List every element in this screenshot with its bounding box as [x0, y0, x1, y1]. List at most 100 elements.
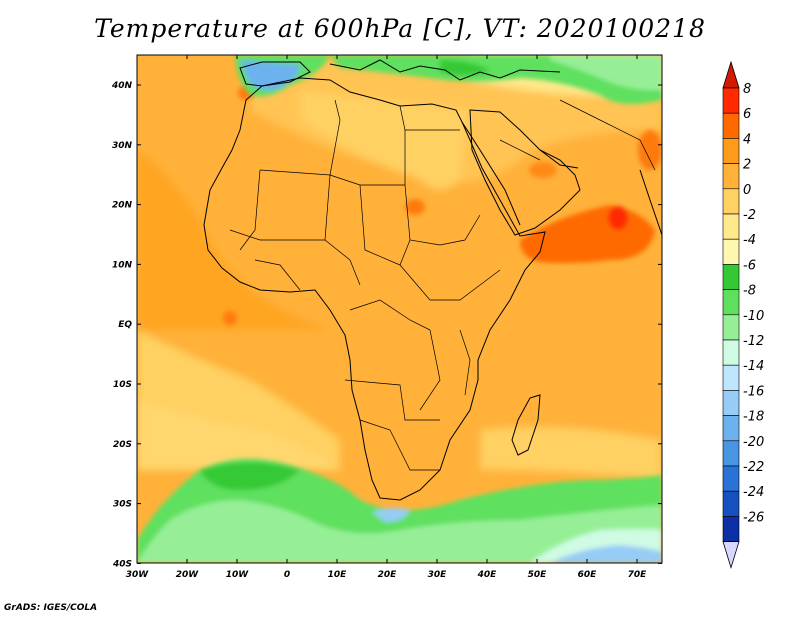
latitude-label: 20S — [113, 440, 132, 450]
border — [344, 379, 440, 421]
border — [239, 169, 261, 251]
colorbar-label: -20 — [743, 435, 764, 450]
longitude-label: 20E — [378, 570, 398, 580]
colorbar-label: 6 — [743, 107, 751, 122]
colorbar-label: -12 — [743, 334, 764, 349]
border — [404, 184, 481, 246]
southern-indian-coldest-patch — [550, 545, 662, 563]
longitude-label: 20W — [176, 570, 200, 580]
country-borders — [229, 99, 656, 471]
longitude-label: 10W — [226, 570, 250, 580]
border — [254, 259, 301, 291]
colorbar-segment — [722, 364, 740, 391]
longitude-label: 70E — [628, 570, 648, 580]
south-atlantic-cool-band — [137, 330, 340, 470]
border — [259, 99, 341, 176]
colorbar — [722, 60, 740, 569]
caspian-cold-area — [550, 55, 662, 91]
colorbar-segment — [722, 213, 740, 240]
colorbar-segment — [722, 87, 740, 114]
sudan-hot-spot — [405, 199, 425, 215]
temperature-field — [137, 55, 662, 563]
colorbar-segment — [722, 238, 740, 265]
red-sea-coastline — [461, 121, 521, 226]
longitude-label: 10E — [328, 570, 348, 580]
colorbar-label: -4 — [743, 233, 756, 248]
longitude-label: 40E — [477, 570, 498, 580]
madagascar-coastline — [511, 394, 541, 456]
colorbar-top-triangle — [722, 60, 740, 89]
indian-ocean-cool-band — [480, 426, 662, 480]
colorbar-segment — [722, 112, 740, 139]
colorbar-segment — [722, 138, 740, 164]
latitude-label: 30S — [113, 500, 132, 510]
colorbar-segment — [722, 415, 740, 442]
south-atlantic-cold-patch — [200, 462, 300, 490]
border — [359, 184, 411, 266]
border — [399, 264, 501, 301]
colorbar-segment — [722, 390, 740, 416]
colorbar-label: -6 — [743, 258, 756, 273]
latitude-label: 10S — [113, 380, 132, 390]
atlantic-warm-band — [137, 150, 330, 330]
aegean-cold-area — [440, 60, 490, 76]
colorbar-label: 2 — [743, 158, 751, 173]
persian-gulf-coastline — [539, 149, 579, 169]
border — [324, 174, 361, 286]
colorbar-label: -10 — [743, 309, 764, 324]
colorbar-segment — [722, 339, 740, 366]
colorbar-label: 0 — [743, 183, 751, 198]
longitude-label: 30W — [126, 570, 150, 580]
south-atlantic-band — [137, 400, 340, 470]
colorbar-segment — [722, 188, 740, 215]
longitude-label: 30E — [428, 570, 448, 580]
gulf-of-guinea-hot-spot — [223, 311, 237, 325]
india-coastline — [639, 169, 662, 236]
latitude-label: 40S — [112, 559, 132, 569]
plot-frame — [136, 54, 663, 564]
colorbar-label: -2 — [743, 208, 756, 223]
border — [499, 139, 541, 161]
southern-ocean-colder-area — [137, 500, 662, 563]
colorbar-segment — [722, 516, 740, 542]
grads-credit: GrADS: IGES/COLA — [4, 603, 98, 613]
gulf-hot-spot — [529, 162, 557, 178]
iran-hot-spot — [638, 130, 662, 170]
colorbar-label: -26 — [743, 510, 764, 525]
colorbar-segment — [722, 440, 740, 467]
colorbar-label: -16 — [743, 384, 764, 399]
colorbar-segment — [722, 465, 740, 492]
colorbar-segment — [722, 289, 740, 316]
border — [559, 99, 656, 171]
longitude-label: 60E — [578, 570, 598, 580]
latitude-label: 20N — [112, 201, 133, 211]
latitude-labels: 40N 30N 20N 10N EQ 10S 20S 30S 40S — [111, 81, 133, 569]
border — [459, 329, 471, 396]
colorbar-segment — [722, 314, 740, 341]
latitude-label: 40N — [111, 81, 133, 91]
europe-coastline — [329, 59, 561, 81]
iberia-coastline — [239, 61, 311, 87]
colorbar-label: -14 — [743, 359, 764, 374]
colorbar-label: -18 — [743, 410, 764, 425]
colorbar-segment — [722, 490, 740, 517]
longitude-label: 50E — [528, 570, 548, 580]
arabia-coastline — [469, 109, 581, 236]
latitude-label: 10N — [112, 260, 133, 270]
sahara-band — [300, 90, 470, 190]
border — [229, 229, 325, 241]
colorbar-label: -24 — [743, 485, 764, 500]
border — [349, 299, 441, 411]
border — [359, 419, 440, 471]
colorbar-label: 8 — [743, 82, 751, 97]
latitude-label: 30N — [112, 141, 133, 151]
colorbar-label: -8 — [743, 284, 756, 299]
longitude-labels: 30W 20W 10W 0 10E 20E 30E 40E 50E 60E 70E — [126, 570, 647, 580]
colorbar-labels: 8 6 4 2 0 -2 -4 -6 -8 -10 -12 -14 -16 -18 -20 -22 -24 -26 — [743, 82, 764, 525]
arabian-sea-max — [608, 206, 628, 230]
africa-coastline — [203, 77, 546, 501]
longitude-label: 0 — [284, 570, 290, 580]
colorbar-label: -22 — [743, 460, 764, 475]
map-title: Temperature at 600hPa [C], VT: 202010021… — [94, 14, 706, 43]
